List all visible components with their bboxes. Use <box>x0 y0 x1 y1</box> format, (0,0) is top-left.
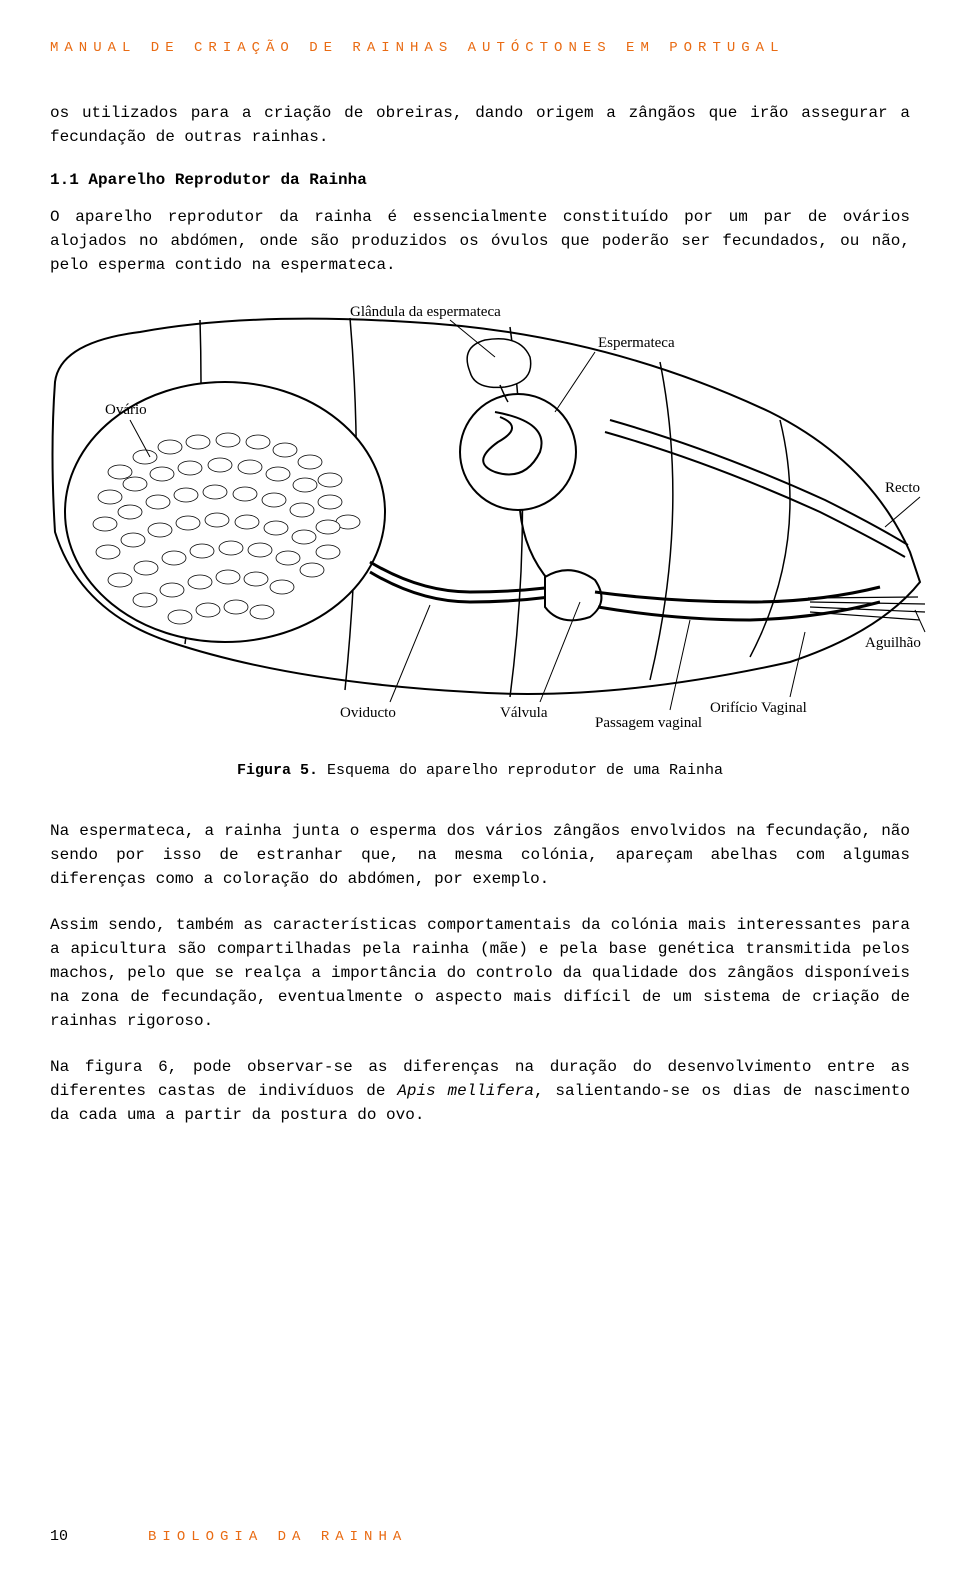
paragraph-3: Na espermateca, a rainha junta o esperma… <box>50 819 910 891</box>
page-number: 10 <box>50 1528 68 1545</box>
label-glandula: Glândula da espermateca <box>350 304 501 320</box>
paragraph-2: O aparelho reprodutor da rainha é essenc… <box>50 205 910 277</box>
label-aguilhao: Aguilhão <box>865 635 921 651</box>
paragraph-4: Assim sendo, também as características c… <box>50 913 910 1033</box>
section-heading: 1.1 Aparelho Reprodutor da Rainha <box>50 171 910 189</box>
label-recto: Recto <box>885 480 920 496</box>
label-espermateca: Espermateca <box>598 335 675 351</box>
paragraph-5: Na figura 6, pode observar-se as diferen… <box>50 1055 910 1127</box>
footer-section-title: BIOLOGIA DA RAINHA <box>148 1529 407 1545</box>
label-passagem: Passagem vaginal <box>595 715 702 731</box>
page-container: MANUAL DE CRIAÇÃO DE RAINHAS AUTÓCTONES … <box>0 0 960 1570</box>
figure-caption-text: Esquema do aparelho reprodutor de uma Ra… <box>318 762 723 779</box>
figure-caption: Figura 5. Esquema do aparelho reprodutor… <box>50 762 910 779</box>
label-oviducto: Oviducto <box>340 705 396 721</box>
paragraph-intro: os utilizados para a criação de obreiras… <box>50 101 910 149</box>
figure-caption-number: Figura 5. <box>237 762 318 779</box>
anatomy-diagram: Glândula da espermateca Espermateca Ovár… <box>50 302 930 742</box>
label-orificio: Orifício Vaginal <box>710 700 807 716</box>
species-name: Apis mellifera <box>397 1082 534 1100</box>
figure-5: Glândula da espermateca Espermateca Ovár… <box>50 302 910 742</box>
running-header: MANUAL DE CRIAÇÃO DE RAINHAS AUTÓCTONES … <box>50 40 910 56</box>
label-valvula: Válvula <box>500 705 548 721</box>
label-ovario: Ovário <box>105 402 147 418</box>
page-footer: 10 BIOLOGIA DA RAINHA <box>50 1528 910 1545</box>
